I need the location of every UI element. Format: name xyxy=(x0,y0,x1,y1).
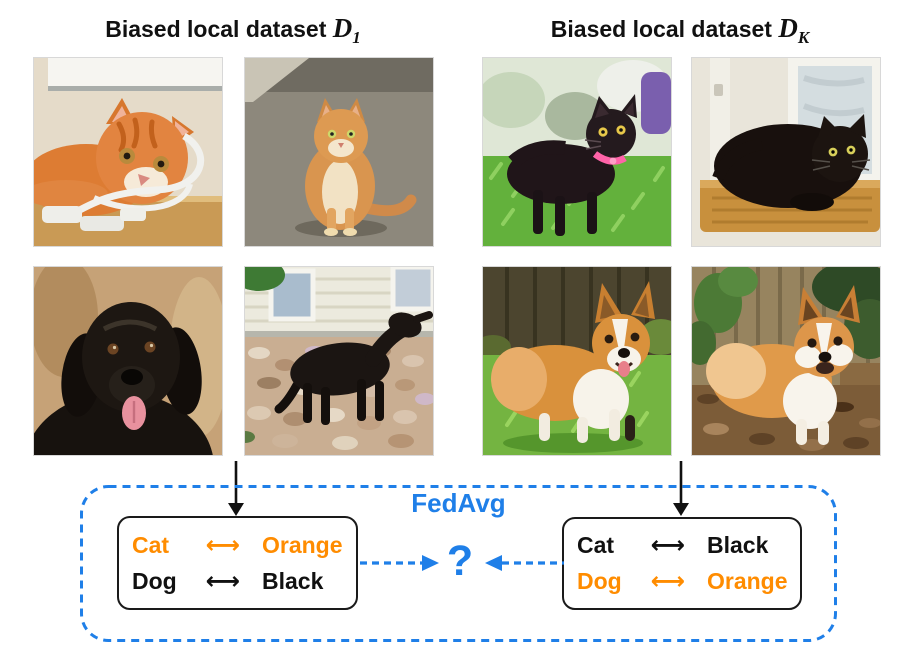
corgi-grass-illustration xyxy=(483,267,671,455)
title-symbol: D xyxy=(778,13,798,43)
corgi-mulch-illustration xyxy=(692,267,880,455)
black-cat-doormat-illustration xyxy=(692,58,880,246)
mapping-right-label: Orange xyxy=(707,568,788,594)
mapping-box-client1: Cat ⟷ Orange Dog ⟷ Black xyxy=(117,516,358,610)
mapping-right-label: Orange xyxy=(262,531,343,558)
mapping-right-label: Black xyxy=(707,532,769,558)
mapping-left-label: Cat xyxy=(132,531,170,558)
mapping-line-dog: Dog ⟷ Orange xyxy=(577,567,788,596)
mapping-left-label: Dog xyxy=(577,568,622,594)
dashed-arrow-right-icon xyxy=(360,555,439,571)
photo-corgi-grass xyxy=(483,267,671,455)
mapping-left-label: Cat xyxy=(577,532,615,558)
mapping-line-cat: Cat ⟷ Orange xyxy=(132,531,343,560)
fedavg-label: FedAvg xyxy=(411,488,506,518)
title-symbol: D xyxy=(332,13,353,43)
photo-corgi-mulch xyxy=(692,267,880,455)
orange-cat-cables-illustration xyxy=(34,58,222,246)
mapping-left-label: Dog xyxy=(132,567,177,594)
dataset-title-right: Biased local dataset DK xyxy=(481,13,879,48)
photo-black-dog-portrait xyxy=(34,267,222,455)
photo-black-cat-grass xyxy=(483,58,671,246)
photo-black-dog-leaves xyxy=(245,267,433,455)
black-cat-grass-illustration xyxy=(483,58,671,246)
double-arrow-icon: ⟷ xyxy=(650,568,686,595)
title-prefix: Biased local dataset xyxy=(550,16,772,42)
title-subscript: 1 xyxy=(352,28,361,47)
black-dog-leaves-illustration xyxy=(245,267,433,455)
orange-cat-sitting-illustration xyxy=(245,58,433,246)
double-arrow-icon: ⟷ xyxy=(650,532,686,559)
black-dog-portrait-illustration xyxy=(34,267,222,455)
mapping-right-label: Black xyxy=(262,567,324,594)
photo-orange-cat-cables xyxy=(34,58,222,246)
title-prefix: Biased local dataset xyxy=(105,16,327,42)
dataset-title-left: Biased local dataset D1 xyxy=(34,13,432,48)
mapping-line-cat: Cat ⟷ Black xyxy=(577,531,787,560)
title-subscript: K xyxy=(797,28,810,47)
photo-black-cat-doormat xyxy=(692,58,880,246)
double-arrow-icon: ⟷ xyxy=(205,567,241,595)
mapping-line-dog: Dog ⟷ Black xyxy=(132,567,343,596)
double-arrow-icon: ⟷ xyxy=(205,531,241,559)
dashed-arrow-left-icon xyxy=(485,555,564,571)
question-mark: ? xyxy=(446,537,474,585)
photo-orange-cat-sitting xyxy=(245,58,433,246)
mapping-box-clientK: Cat ⟷ Black Dog ⟷ Orange xyxy=(562,517,802,610)
